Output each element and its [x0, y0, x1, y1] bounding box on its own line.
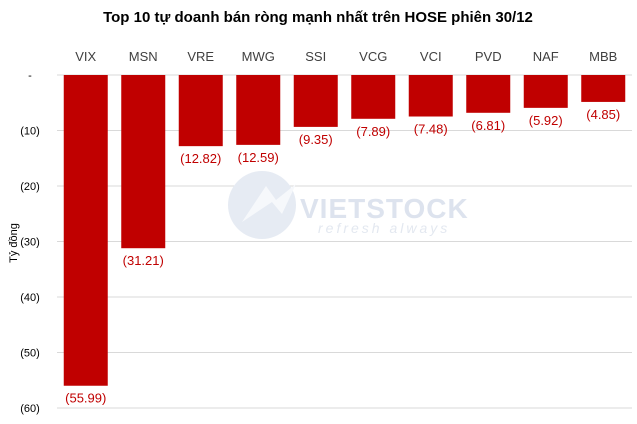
category-label: MBB: [589, 49, 617, 64]
data-label: (12.59): [238, 150, 279, 165]
bar: [178, 75, 223, 147]
chart-title: Top 10 tự doanh bán ròng mạnh nhất trên …: [103, 9, 533, 26]
data-label: (55.99): [65, 391, 106, 406]
y-tick-label: (10): [20, 126, 40, 138]
category-label: MWG: [242, 49, 275, 64]
y-tick-label: -: [28, 70, 32, 82]
y-tick-label: (60): [20, 403, 40, 415]
bar: [351, 75, 396, 119]
category-label: MSN: [129, 49, 158, 64]
bar: [121, 75, 166, 249]
data-label: (12.82): [180, 151, 221, 166]
category-label: NAF: [533, 49, 559, 64]
category-label: VRE: [187, 49, 214, 64]
watermark-arrow-icon: [242, 184, 296, 222]
data-label: (5.92): [529, 113, 563, 128]
category-label: VCI: [420, 49, 442, 64]
y-tick-label: (30): [20, 237, 40, 249]
bar: [581, 75, 626, 102]
data-label: (31.21): [123, 253, 164, 268]
data-label: (7.48): [414, 122, 448, 137]
data-label: (6.81): [471, 118, 505, 133]
category-label: VIX: [75, 49, 96, 64]
watermark-tagline: refresh always: [318, 220, 450, 236]
x-axis-categories: VIX MSN VRE MWG SSI VCG VCI PVD NAF MBB: [75, 49, 617, 64]
bar: [466, 75, 511, 113]
y-axis-label: Tỷ đồng: [8, 223, 20, 263]
watermark-brand: VIETSTOCK: [300, 193, 469, 224]
category-label: PVD: [475, 49, 502, 64]
bars: [63, 75, 626, 386]
y-tick-label: (50): [20, 348, 40, 360]
vietstock-watermark: VIETSTOCK refresh always: [228, 171, 469, 239]
data-label: (4.85): [586, 107, 620, 122]
data-label: (7.89): [356, 124, 390, 139]
y-axis-ticks: - (10) (20) (30) (40) (50) (60): [20, 70, 40, 415]
bar: [63, 75, 108, 386]
bar: [523, 75, 568, 108]
category-label: SSI: [305, 49, 326, 64]
y-tick-label: (40): [20, 292, 40, 304]
data-label: (9.35): [299, 132, 333, 147]
bar: [236, 75, 281, 145]
y-tick-label: (20): [20, 181, 40, 193]
category-label: VCG: [359, 49, 387, 64]
bar: [293, 75, 338, 127]
data-labels: (55.99) (31.21) (12.82) (12.59) (9.35) (7.89)…: [65, 107, 620, 406]
bar: [408, 75, 453, 117]
